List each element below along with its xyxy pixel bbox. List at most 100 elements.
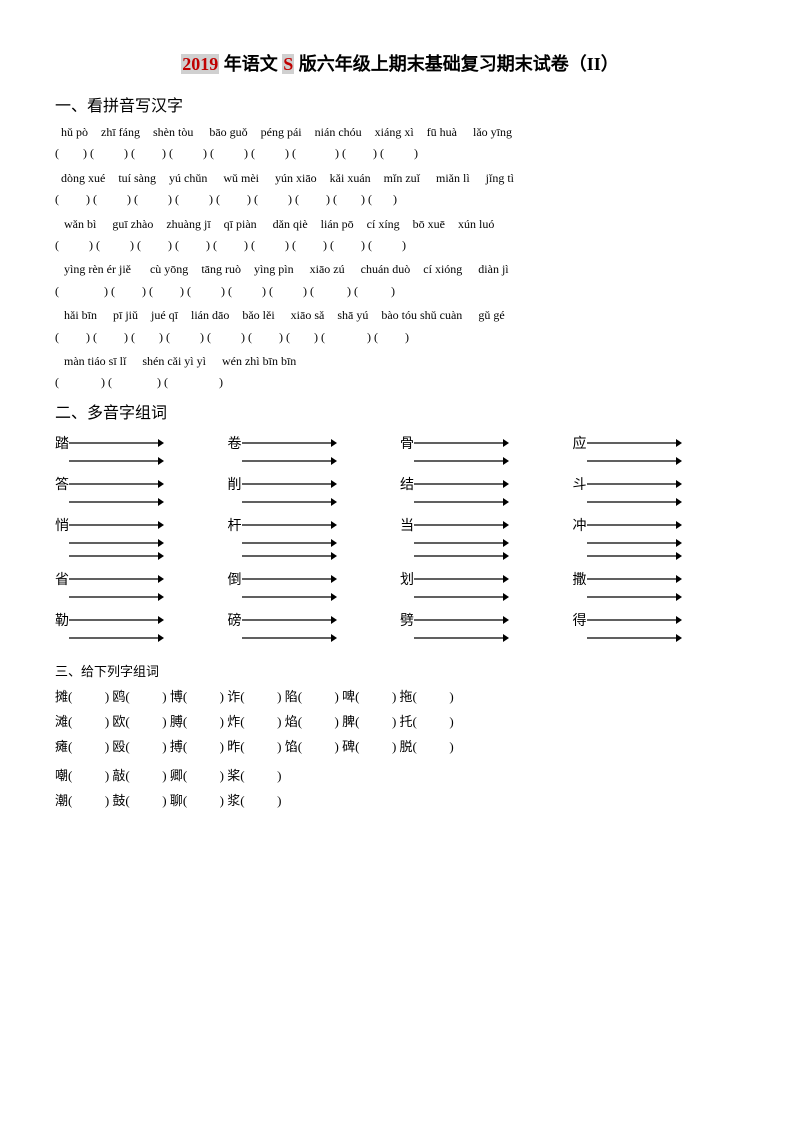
zuci-item[interactable]: 聊( ) xyxy=(170,790,227,809)
duoyin-line[interactable]: 悄 xyxy=(55,515,218,535)
zuci-item[interactable]: 敲( ) xyxy=(112,765,169,784)
duoyin-line[interactable]: 骨 xyxy=(400,433,563,453)
duoyin-line[interactable] xyxy=(55,551,218,561)
zuci-item[interactable]: 馅( ) xyxy=(285,736,342,755)
duoyin-line[interactable]: 当 xyxy=(400,515,563,535)
duoyin-line[interactable] xyxy=(400,497,563,507)
duoyin-line[interactable] xyxy=(55,592,218,602)
answer-blank[interactable]: ( ) xyxy=(111,281,149,301)
answer-blank[interactable]: ( ) xyxy=(55,281,111,301)
answer-blank[interactable]: ( ) xyxy=(210,143,251,163)
duoyin-line[interactable] xyxy=(400,592,563,602)
answer-blank[interactable]: ( ) xyxy=(228,281,269,301)
answer-blank[interactable]: ( ) xyxy=(368,189,397,209)
zuci-item[interactable]: 托( ) xyxy=(400,711,454,730)
answer-blank[interactable]: ( ) xyxy=(131,143,169,163)
answer-blank[interactable]: ( ) xyxy=(55,372,108,392)
duoyin-line[interactable]: 应 xyxy=(573,433,736,453)
duoyin-line[interactable] xyxy=(573,551,736,561)
duoyin-line[interactable]: 得 xyxy=(573,610,736,630)
answer-blank[interactable]: ( ) xyxy=(380,143,418,163)
duoyin-line[interactable] xyxy=(573,538,736,548)
zuci-item[interactable]: 脱( ) xyxy=(400,736,454,755)
duoyin-line[interactable]: 倒 xyxy=(228,569,391,589)
duoyin-line[interactable]: 撒 xyxy=(573,569,736,589)
duoyin-line[interactable]: 削 xyxy=(228,474,391,494)
zuci-item[interactable]: 膊( ) xyxy=(170,711,227,730)
duoyin-line[interactable]: 磅 xyxy=(228,610,391,630)
zuci-item[interactable]: 昨( ) xyxy=(227,736,284,755)
answer-blank[interactable]: ( ) xyxy=(93,327,131,347)
duoyin-line[interactable] xyxy=(228,633,391,643)
zuci-item[interactable]: 滩( ) xyxy=(55,711,112,730)
zuci-item[interactable]: 脾( ) xyxy=(342,711,399,730)
answer-blank[interactable]: ( ) xyxy=(207,327,248,347)
answer-blank[interactable]: ( ) xyxy=(251,143,292,163)
zuci-item[interactable]: 欧( ) xyxy=(112,711,169,730)
duoyin-line[interactable] xyxy=(55,538,218,548)
answer-blank[interactable]: ( ) xyxy=(96,235,137,255)
answer-blank[interactable]: ( ) xyxy=(90,143,131,163)
zuci-item[interactable]: 鼓( ) xyxy=(112,790,169,809)
answer-blank[interactable]: ( ) xyxy=(292,235,330,255)
duoyin-line[interactable] xyxy=(228,497,391,507)
duoyin-line[interactable] xyxy=(228,551,391,561)
zuci-item[interactable]: 碑( ) xyxy=(342,736,399,755)
answer-blank[interactable]: ( ) xyxy=(164,372,223,392)
answer-blank[interactable]: ( ) xyxy=(55,327,93,347)
zuci-item[interactable]: 嘲( ) xyxy=(55,765,112,784)
duoyin-line[interactable]: 杆 xyxy=(228,515,391,535)
zuci-item[interactable]: 焰( ) xyxy=(285,711,342,730)
duoyin-line[interactable] xyxy=(228,456,391,466)
zuci-item[interactable]: 桨( ) xyxy=(227,765,281,784)
answer-blank[interactable]: ( ) xyxy=(269,281,310,301)
answer-blank[interactable]: ( ) xyxy=(292,143,342,163)
answer-blank[interactable]: ( ) xyxy=(286,327,321,347)
duoyin-line[interactable]: 省 xyxy=(55,569,218,589)
zuci-item[interactable]: 鸥( ) xyxy=(112,686,169,705)
answer-blank[interactable]: ( ) xyxy=(368,235,406,255)
zuci-item[interactable]: 搏( ) xyxy=(170,736,227,755)
duoyin-line[interactable] xyxy=(573,633,736,643)
answer-blank[interactable]: ( ) xyxy=(295,189,333,209)
duoyin-line[interactable]: 答 xyxy=(55,474,218,494)
answer-blank[interactable]: ( ) xyxy=(248,327,286,347)
answer-blank[interactable]: ( ) xyxy=(108,372,164,392)
zuci-item[interactable]: 诈( ) xyxy=(227,686,284,705)
duoyin-line[interactable] xyxy=(573,497,736,507)
answer-blank[interactable]: ( ) xyxy=(55,235,96,255)
duoyin-line[interactable] xyxy=(55,497,218,507)
answer-blank[interactable]: ( ) xyxy=(93,189,134,209)
answer-blank[interactable]: ( ) xyxy=(187,281,228,301)
answer-blank[interactable]: ( ) xyxy=(310,281,354,301)
zuci-item[interactable]: 瘫( ) xyxy=(55,736,112,755)
zuci-item[interactable]: 摊( ) xyxy=(55,686,112,705)
answer-blank[interactable]: ( ) xyxy=(330,235,368,255)
answer-blank[interactable]: ( ) xyxy=(216,189,254,209)
zuci-item[interactable]: 啤( ) xyxy=(342,686,399,705)
duoyin-line[interactable] xyxy=(55,633,218,643)
answer-blank[interactable]: ( ) xyxy=(149,281,187,301)
duoyin-line[interactable] xyxy=(573,592,736,602)
answer-blank[interactable]: ( ) xyxy=(254,189,295,209)
duoyin-line[interactable]: 划 xyxy=(400,569,563,589)
answer-blank[interactable]: ( ) xyxy=(213,235,251,255)
zuci-item[interactable]: 卿( ) xyxy=(170,765,227,784)
answer-blank[interactable]: ( ) xyxy=(169,143,210,163)
answer-blank[interactable]: ( ) xyxy=(175,235,213,255)
zuci-item[interactable]: 炸( ) xyxy=(227,711,284,730)
duoyin-line[interactable] xyxy=(400,538,563,548)
zuci-item[interactable]: 拖( ) xyxy=(400,686,454,705)
answer-blank[interactable]: ( ) xyxy=(137,235,175,255)
answer-blank[interactable]: ( ) xyxy=(55,189,93,209)
duoyin-line[interactable] xyxy=(400,456,563,466)
answer-blank[interactable]: ( ) xyxy=(175,189,216,209)
duoyin-line[interactable] xyxy=(400,633,563,643)
answer-blank[interactable]: ( ) xyxy=(251,235,292,255)
zuci-item[interactable]: 殴( ) xyxy=(112,736,169,755)
answer-blank[interactable]: ( ) xyxy=(321,327,374,347)
zuci-item[interactable]: 潮( ) xyxy=(55,790,112,809)
answer-blank[interactable]: ( ) xyxy=(166,327,207,347)
zuci-item[interactable]: 浆( ) xyxy=(227,790,281,809)
duoyin-line[interactable]: 勒 xyxy=(55,610,218,630)
